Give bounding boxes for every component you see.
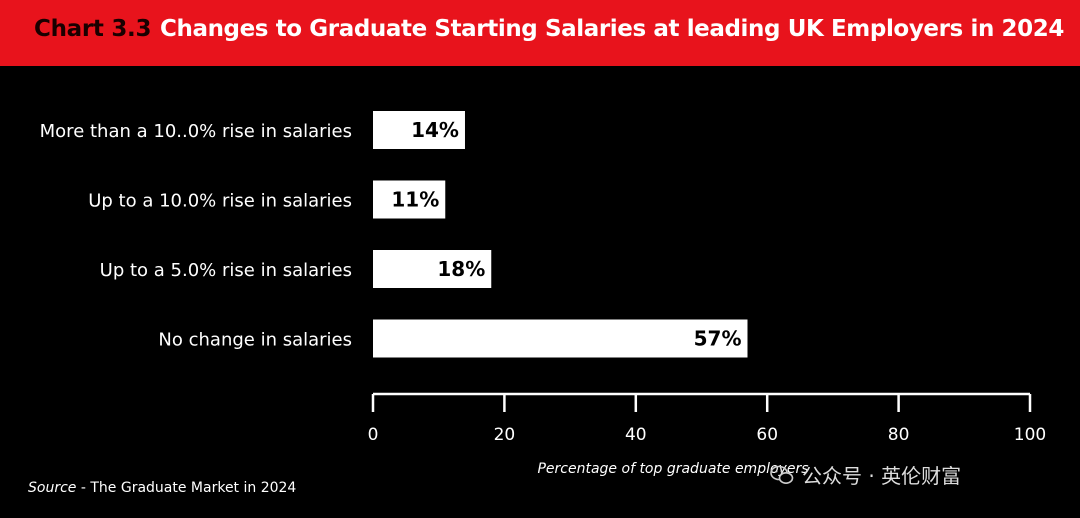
category-label-1: Up to a 10.0% rise in salaries [88,191,352,212]
x-tick-label-4: 80 [888,425,910,445]
category-label-2: Up to a 5.0% rise in salaries [100,260,352,281]
source-note: Source - The Graduate Market in 2024 [28,480,296,496]
category-label-3: No change in salaries [158,330,352,351]
chart-number: Chart 3.3 [34,16,152,42]
x-tick-label-1: 20 [494,425,516,445]
bar-2 [373,250,492,288]
x-tick-label-0: 0 [368,425,379,445]
source-label: Source [28,480,77,496]
x-tick-label-3: 60 [756,425,778,445]
bar-1 [373,180,446,219]
watermark: 公众号 · 英伦财富 [770,460,961,489]
category-label-0: More than a 10..0% rise in salaries [40,121,352,142]
bar-value-label-2: 18% [437,257,485,281]
bar-value-label-1: 11% [391,188,439,212]
source-text: - The Graduate Market in 2024 [76,480,297,496]
bar-value-label-0: 14% [411,118,459,142]
x-tick-label-2: 40 [625,425,647,445]
bar-3 [373,319,748,358]
bar-0 [373,111,465,149]
wechat-icon [770,465,794,484]
bar-value-label-3: 57% [694,327,742,351]
watermark-text: 公众号 · 英伦财富 [802,464,962,488]
chart-header: Chart 3.3 Changes to Graduate Starting S… [0,0,1080,66]
chart-title: Changes to Graduate Starting Salaries at… [160,16,1064,42]
x-axis-title: Percentage of top graduate employers [537,461,808,477]
x-tick-label-5: 100 [1014,425,1046,445]
